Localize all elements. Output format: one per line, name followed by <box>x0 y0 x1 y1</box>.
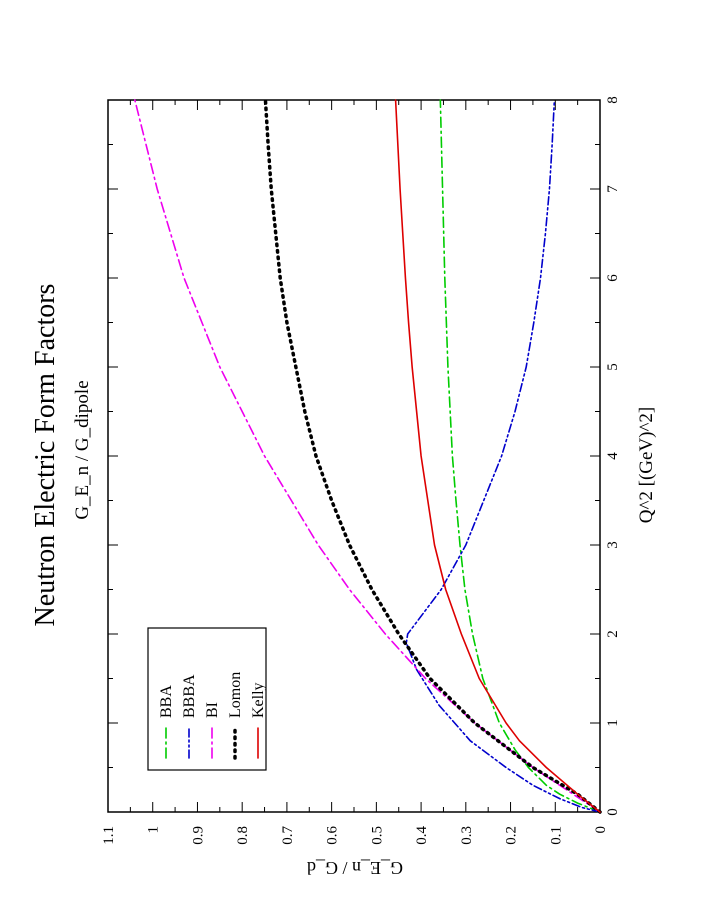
x-tick-label: 7 <box>605 185 621 193</box>
legend-label-kelly: Kelly <box>250 682 267 718</box>
y-axis-title: G_E_n / G_d <box>307 858 403 878</box>
x-tick-label: 4 <box>605 452 621 460</box>
legend-label-bi: BI <box>204 702 221 718</box>
y-tick-label: 0.8 <box>235 826 251 845</box>
labels: 0 1 2 3 4 5 6 7 8 0 0.1 0.2 0.3 0.4 0.5 0.6 0.7 0.8 0.9 1 1.… <box>30 96 657 878</box>
x-tick-label: 5 <box>605 363 621 371</box>
legend-label-bbba: BBBA <box>181 674 198 718</box>
series-lines <box>134 98 602 814</box>
y-tick-label: 0.6 <box>325 826 341 845</box>
series-line-bbba <box>405 99 601 813</box>
x-tick-label: 6 <box>605 274 621 282</box>
y-tick-label: 0.9 <box>190 826 206 845</box>
y-tick-label: 1 <box>146 826 162 834</box>
chart-title: Neutron Electric Form Factors <box>30 284 61 627</box>
x-axis-title: Q^2 [(GeV)^2] <box>636 407 657 524</box>
axes <box>107 99 601 813</box>
y-tick-label: 0.4 <box>414 826 430 845</box>
x-tick-label: 3 <box>605 541 621 549</box>
series-line-kelly <box>394 99 601 813</box>
x-tick-label: 8 <box>605 96 621 104</box>
legend-label-lomon: Lomon <box>227 672 244 718</box>
legend: BBA BBBA BI Lomon Kelly <box>147 627 267 771</box>
y-tick-label: 0.7 <box>280 826 296 845</box>
series-line-lomon <box>263 98 602 814</box>
x-tick-label: 2 <box>605 630 621 638</box>
y-tick-label: 1.1 <box>101 826 117 845</box>
y-tick-label: 0.1 <box>548 826 564 845</box>
x-tick-label: 0 <box>605 808 621 816</box>
x-tick-label: 1 <box>605 719 621 727</box>
y-tick-label: 0.5 <box>369 826 385 845</box>
chart-subtitle: G_E_n / G_dipole <box>72 380 93 519</box>
y-tick-label: 0.2 <box>504 826 520 845</box>
y-tick-label: 0.3 <box>459 826 475 845</box>
y-tick-label: 0 <box>593 826 609 834</box>
legend-label-bba: BBA <box>158 685 175 718</box>
series-line-bba <box>439 99 601 813</box>
legend-box <box>147 627 267 771</box>
